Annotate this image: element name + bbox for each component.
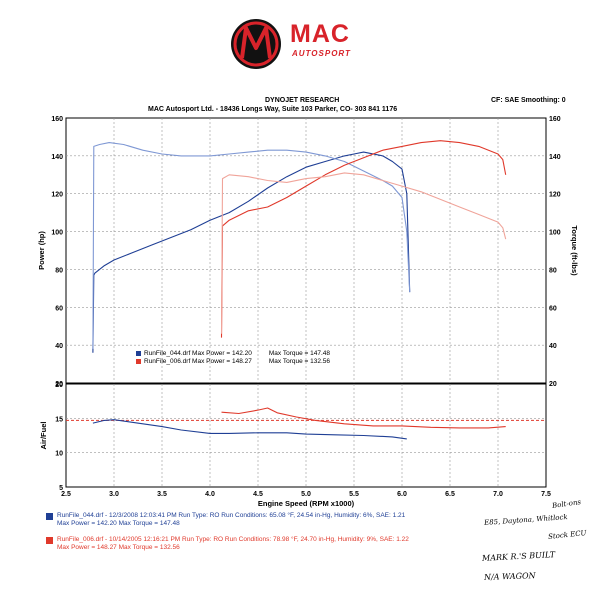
shop-address: MAC Autosport Ltd. - 18436 Longs Way, Su… [148, 106, 398, 113]
y-tick-label-left: 20 [55, 381, 63, 388]
x-tick-label: 7.0 [493, 491, 503, 498]
afr-line-runfile006drf [221, 407, 506, 429]
y-tick-label-left: 140 [51, 154, 63, 161]
legend-torque-044: Max Torque = 147.48 [268, 350, 330, 357]
correction-settings: CF: SAE Smoothing: 0 [491, 97, 566, 104]
y-axis-label-torque: Torque (ft-lbs) [570, 225, 579, 276]
legend-label-044: RunFile_044.drf Max Power = 142.20 [144, 350, 252, 357]
run-044-line1: RunFile_044.drf - 12/3/2008 12:03:41 PM … [57, 512, 406, 519]
logo-sub: AUTOSPORT [292, 49, 351, 58]
x-tick-label: 6.0 [397, 491, 407, 498]
y-tick-label-left: 120 [51, 192, 63, 199]
y-tick-label-right: 80 [549, 267, 557, 274]
af-tick-label: 10 [55, 451, 63, 458]
x-tick-label: 4.0 [205, 491, 215, 498]
legend-label-006: RunFile_006.drf Max Power = 148.27 [144, 358, 252, 365]
x-tick-label: 5.5 [349, 491, 359, 498]
legend: RunFile_044.drf Max Power = 142.20 Max T… [136, 350, 330, 365]
y-axis-label-airfuel: Air/Fuel [39, 422, 48, 450]
y-tick-label-right: 20 [549, 381, 557, 388]
run-info-044: RunFile_044.drf - 12/3/2008 12:03:41 PM … [46, 512, 405, 528]
legend-swatch-blue [136, 351, 141, 356]
series-line-runfile006drf-power [220, 140, 507, 338]
af-tick-label: 5 [59, 485, 63, 492]
run-info-006: RunFile_006.drf - 10/14/2005 12:16:21 PM… [46, 536, 409, 552]
run-swatch-red [46, 536, 53, 544]
y-tick-label-right: 100 [549, 230, 561, 237]
x-tick-label: 4.5 [253, 491, 263, 498]
y-tick-label-right: 160 [549, 116, 561, 123]
mac-autosport-logo: MAC AUTOSPORT [228, 14, 368, 74]
bottom-plot-frame [65, 383, 547, 488]
af-tick-label: 20 [55, 382, 63, 389]
series-line-runfile006drf-torque [220, 172, 507, 334]
series-line-runfile044drf-power [92, 151, 411, 353]
afr-line-runfile044drf [92, 419, 407, 440]
x-tick-label: 5.0 [301, 491, 311, 498]
y-tick-label-right: 60 [549, 305, 557, 312]
run-006-line1: RunFile_006.drf - 10/14/2005 12:16:21 PM… [57, 536, 409, 543]
x-tick-label: 2.5 [61, 491, 71, 498]
report-title: DYNOJET RESEARCH [265, 97, 340, 104]
x-tick-label: 6.5 [445, 491, 455, 498]
legend-swatch-red [136, 359, 141, 364]
y-tick-label-left: 80 [55, 267, 63, 274]
x-tick-label: 3.0 [109, 491, 119, 498]
y-tick-label-right: 140 [549, 154, 561, 161]
logo-emblem-icon [231, 19, 281, 69]
legend-item-044: RunFile_044.drf Max Power = 142.20 Max T… [136, 350, 330, 357]
y-tick-label-left: 100 [51, 230, 63, 237]
y-tick-label-left: 160 [51, 116, 63, 123]
y-tick-label-right: 120 [549, 192, 561, 199]
x-axis-label: Engine Speed (RPM x1000) [258, 499, 355, 508]
y-axis-label-power: Power (hp) [37, 231, 46, 270]
logo-brand: MAC [290, 20, 350, 48]
legend-item-006: RunFile_006.drf Max Power = 148.27 Max T… [136, 358, 330, 365]
y-tick-label-left: 40 [55, 343, 63, 350]
y-tick-label-right: 40 [549, 343, 557, 350]
af-tick-label: 15 [55, 416, 63, 423]
handnote-wagon: N/A WAGON [483, 571, 536, 582]
x-tick-label: 7.5 [541, 491, 551, 498]
run-044-line2: Max Power = 142.20 Max Torque = 147.48 [57, 520, 180, 527]
run-swatch-blue [46, 512, 53, 520]
x-tick-label: 3.5 [157, 491, 167, 498]
y-tick-label-left: 60 [55, 305, 63, 312]
series-line-runfile044drf-torque [92, 142, 411, 349]
legend-torque-006: Max Torque = 132.56 [268, 358, 330, 365]
run-006-line2: Max Power = 148.27 Max Torque = 132.56 [57, 544, 180, 551]
